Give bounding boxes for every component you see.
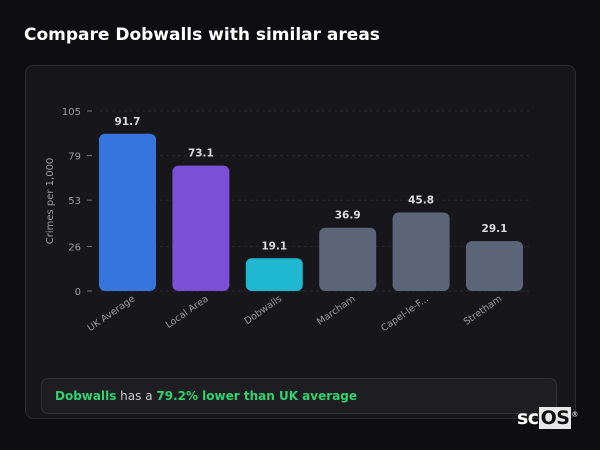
scos-logo: sc OS ® [517, 407, 578, 429]
bar-stretham [466, 241, 523, 291]
page-title: Compare Dobwalls with similar areas [24, 25, 380, 45]
bar-marcham [319, 227, 377, 291]
data-label: 36.9 [335, 210, 361, 222]
y-tick-label: 79 [68, 152, 81, 163]
x-tick-label: Local Area [164, 293, 211, 330]
x-tick-label: Stretham [462, 293, 504, 327]
y-tick-label: 26 [68, 242, 81, 253]
data-label: 91.7 [115, 116, 141, 128]
summary-highlight: 79.2% lower than UK average [156, 389, 357, 403]
bar-local-area [172, 165, 230, 291]
bar-capel-le-f- [392, 212, 450, 291]
x-tick-label: UK Average [86, 293, 138, 334]
y-tick-label: 105 [62, 107, 81, 118]
data-label: 45.8 [408, 194, 434, 206]
y-axis-label: Crimes per 1,000 [45, 158, 56, 245]
data-label: 29.1 [482, 223, 508, 235]
summary-place: Dobwalls [55, 389, 117, 403]
x-tick-label: Capel-le-F... [379, 293, 431, 334]
y-tick-label: 0 [75, 287, 81, 298]
bar-uk-average [99, 133, 156, 291]
comparison-summary: Dobwalls has a 79.2% lower than UK avera… [41, 378, 557, 414]
data-label: 73.1 [188, 148, 214, 160]
bar-dobwalls [245, 258, 303, 291]
x-tick-label: Dobwalls [243, 293, 285, 327]
x-tick-label: Marcham [315, 293, 357, 327]
y-tick-label: 53 [68, 196, 81, 207]
summary-text: has a [116, 389, 157, 403]
data-label: 19.1 [261, 240, 287, 252]
